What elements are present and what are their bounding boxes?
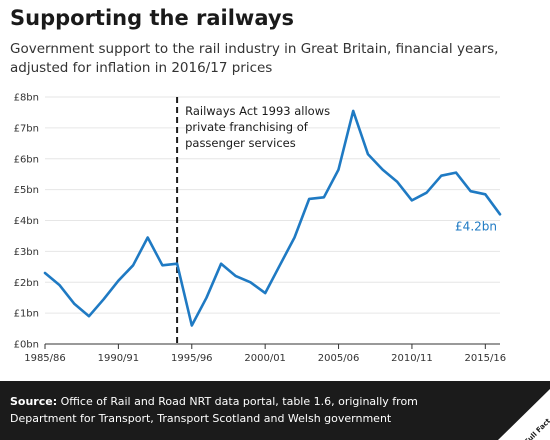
annotations: Railways Act 1993 allows private franchis… [176,97,330,344]
end-value-label: £4.2bn [455,219,497,233]
annotation-text: private franchising of [185,120,309,134]
source-label: Source: [10,395,58,408]
y-tick-label: £5bn [14,185,39,196]
y-tick-label: £6bn [14,154,39,165]
x-tick-label: 2015/16 [465,353,507,364]
y-tick-label: £2bn [14,278,39,289]
annotation-text: Railways Act 1993 allows [185,104,330,118]
chart-subtitle: Government support to the rail industry … [10,41,499,76]
source-note: Source: Office of Rail and Road NRT data… [10,393,480,427]
x-tick-label: 1995/96 [171,353,213,364]
x-axis: 1985/86 1990/91 1995/96 2000/01 2005/06 2010/… [24,343,507,364]
line-chart: £0bn £1bn £2bn £3bn £4bn £5bn £6bn £7bn £8bn 198… [14,93,507,365]
chart-title: Supporting the railways [10,6,295,30]
y-tick-label: £7bn [14,123,39,134]
x-tick-label: 2010/11 [391,353,433,364]
y-tick-label: £0bn [14,340,39,351]
annotation-text: passenger services [185,136,296,150]
x-tick-label: 2005/06 [318,353,360,364]
gridlines [45,96,500,314]
x-tick-label: 1985/86 [24,353,66,364]
footer: Source: Office of Rail and Road NRT data… [0,381,550,440]
full-fact-logo: Full Fact [498,389,550,440]
x-tick-label: 2000/01 [244,353,286,364]
source-text: Office of Rail and Road NRT data portal,… [10,395,418,425]
y-tick-label: £4bn [14,216,39,227]
y-axis-ticks: £0bn £1bn £2bn £3bn £4bn £5bn £6bn £7bn £8bn [14,93,39,351]
y-tick-label: £1bn [14,309,39,320]
series-line [43,109,502,327]
y-tick-label: £3bn [14,247,39,258]
y-tick-label: £8bn [14,93,39,104]
x-tick-label: 1990/91 [98,353,140,364]
series-group: £4.2bn [43,109,502,327]
